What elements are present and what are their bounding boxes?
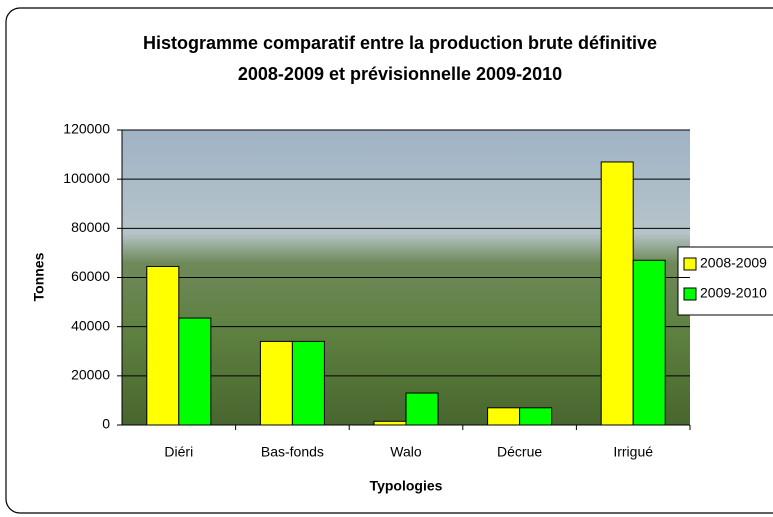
x-tick-label: Diéri	[164, 444, 193, 460]
bar	[601, 162, 633, 425]
chart: Histogramme comparatif entre la producti…	[0, 0, 773, 517]
y-tick-label: 0	[102, 416, 110, 432]
y-tick-label: 120000	[63, 121, 110, 137]
bar	[260, 341, 292, 425]
bar	[520, 408, 552, 425]
legend-label: 2009-2010	[700, 285, 767, 301]
legend-swatch	[684, 258, 696, 270]
y-tick-label: 40000	[71, 317, 110, 333]
x-tick-label: Décrue	[497, 444, 542, 460]
x-tick-label: Walo	[390, 444, 422, 460]
x-tick-label: Bas-fonds	[261, 444, 324, 460]
bar	[633, 260, 665, 425]
bar	[488, 408, 520, 425]
y-tick-label: 60000	[71, 268, 110, 284]
chart-title: 2008-2009 et prévisionnelle 2009-2010	[238, 64, 562, 84]
bar	[374, 421, 406, 425]
y-axis-title: Tonnes	[31, 252, 47, 301]
bar	[292, 341, 324, 425]
y-tick-label: 80000	[71, 219, 110, 235]
bar	[179, 318, 211, 425]
x-tick-label: Irrigué	[613, 444, 653, 460]
x-axis-title: Typologies	[370, 478, 443, 494]
legend-label: 2008-2009	[700, 255, 767, 271]
bar	[147, 266, 179, 425]
legend-swatch	[684, 288, 696, 300]
bar	[406, 393, 438, 425]
y-tick-label: 20000	[71, 367, 110, 383]
chart-title: Histogramme comparatif entre la producti…	[143, 33, 657, 53]
y-tick-label: 100000	[63, 170, 110, 186]
